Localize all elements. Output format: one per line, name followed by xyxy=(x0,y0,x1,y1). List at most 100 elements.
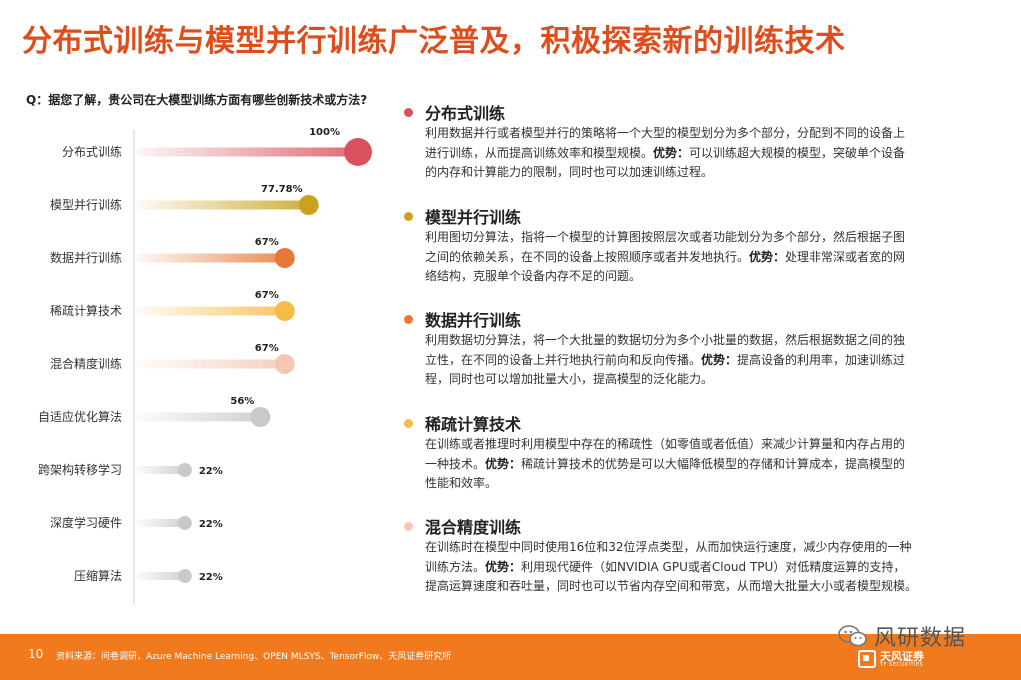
line-text: 可以训练超大规模的模型，突破单个设备 xyxy=(689,145,906,160)
section-line: 利用数据并行或者模型并行的策略将一个大型的模型划分为多个部分，分配到不同的设备上 xyxy=(425,124,970,144)
bar xyxy=(136,466,185,474)
line-text: 提高设备的利用率，加速训练过 xyxy=(737,352,906,367)
bar-end-dot xyxy=(250,407,271,427)
line-text: 络结构，克服单个设备内存不足的问题。 xyxy=(425,269,642,283)
bar xyxy=(136,200,309,210)
bullet-dot-icon xyxy=(404,211,413,221)
value-label: 22% xyxy=(199,466,223,477)
line-text: 稀疏计算技术的优势是可以大幅降低模型的存储和计算成本，提高模型的 xyxy=(521,456,906,471)
logo-mark-icon xyxy=(858,650,876,668)
bar-end-dot xyxy=(274,354,295,374)
technique-section: 混合精度训练在训练时在模型中同时使用16位和32位浮点类型，从而加快运行速度，减… xyxy=(402,514,1002,597)
bullet-dot-icon xyxy=(404,314,413,324)
bar-end-dot xyxy=(298,195,319,215)
survey-question: Q：据您了解，贵公司在大模型训练方面有哪些创新技术或方法? xyxy=(26,93,368,107)
section-body: 在训练或者推理时利用模型中存在的稀疏性（如零值或者低值）来减少计算量和内存占用的… xyxy=(425,435,970,494)
logo-text: 天风证券 xyxy=(880,649,924,663)
line-text: 训练方法。 xyxy=(425,559,486,574)
line-text: 处理非常深或者宽的网 xyxy=(785,249,906,264)
section-body: 利用数据切分算法，将一个大批量的数据切分为多个小批量的数据，然后根据数据之间的独… xyxy=(425,331,970,390)
value-label: 56% xyxy=(230,396,254,407)
value-label: 77.78% xyxy=(261,184,303,195)
bar xyxy=(136,519,185,527)
advantage-label: 优势： xyxy=(485,559,522,574)
bullet-dot-icon xyxy=(404,107,413,117)
bar-end-dot xyxy=(274,248,295,268)
advantage-label: 优势： xyxy=(485,456,522,471)
section-title: 稀疏计算技术 xyxy=(425,415,522,434)
category-label: 深度学习硬件 xyxy=(50,515,122,530)
technique-section: 数据并行训练 利用数据切分算法，将一个大批量的数据切分为多个小批量的数据，然后根据… xyxy=(402,307,1002,390)
section-line: 一种技术。优势：稀疏计算技术的优势是可以大幅降低模型的存储和计算成本，提高模型的 xyxy=(425,455,970,475)
section-line: 利用图切分算法，指将一个模型的计算图按照层次或者功能划分为多个部分，然后根据子图 xyxy=(425,228,970,248)
survey-bar-chart: 分布式训练 100% 模型并行训练 77.78% 数据并行训练 67% 稀疏计算技术 67% 混… xyxy=(38,127,372,605)
bar-end-dot xyxy=(344,138,372,166)
category-label: 数据并行训练 xyxy=(50,250,122,265)
value-label: 67% xyxy=(255,343,279,354)
line-text: 在训练或者推理时利用模型中存在的稀疏性（如零值或者低值）来减少计算量和内存占用的 xyxy=(425,437,906,451)
advantage-label: 优势： xyxy=(701,352,738,367)
line-text: 一种技术。 xyxy=(425,456,486,471)
bullet-dot-icon xyxy=(404,418,413,428)
wechat-icon xyxy=(838,625,867,647)
section-line: 进行训练，从而提高训练效率和模型规模。优势：可以训练超大规模的模型，突破单个设备 xyxy=(425,144,970,164)
bar xyxy=(136,359,285,369)
category-label: 压缩算法 xyxy=(74,568,122,583)
value-label: 22% xyxy=(199,572,223,583)
section-line: 提高运算速度和吞吐量，同时也可以节省内存空间和带宽，从而增大批量大小或者模型规模… xyxy=(425,577,970,597)
bar-end-dot xyxy=(177,463,192,477)
page-title: 分布式训练与模型并行训练广泛普及，积极探索新的训练技术 xyxy=(22,24,846,59)
bar-end-dot xyxy=(274,301,295,321)
watermark: 风研数据 xyxy=(838,620,966,652)
section-line: 利用数据切分算法，将一个大批量的数据切分为多个小批量的数据，然后根据数据之间的独 xyxy=(425,331,970,351)
bar xyxy=(136,253,285,263)
company-logo: 天风证券 TF SECURITIES xyxy=(858,650,924,668)
category-label: 跨架构转移学习 xyxy=(38,462,122,477)
bar xyxy=(136,412,261,422)
section-line: 立性，在不同的设备上并行地执行前向和反向传播。优势：提高设备的利用率，加速训练过 xyxy=(425,351,970,371)
bullet-dot-icon xyxy=(404,521,413,531)
line-text: 立性，在不同的设备上并行地执行前向和反向传播。 xyxy=(425,352,702,367)
section-line: 在训练或者推理时利用模型中存在的稀疏性（如零值或者低值）来减少计算量和内存占用的 xyxy=(425,435,970,455)
line-text: 程，同时也可以增加批量大小，提高模型的泛化能力。 xyxy=(425,372,714,386)
section-line: 程，同时也可以增加批量大小，提高模型的泛化能力。 xyxy=(425,370,970,390)
category-label: 自适应优化算法 xyxy=(38,409,122,424)
technique-section: 分布式训练 利用数据并行或者模型并行的策略将一个大型的模型划分为多个部分，分配到不… xyxy=(402,100,1002,183)
section-body: 在训练时在模型中同时使用16位和32位浮点类型，从而加快运行速度，减少内存使用的… xyxy=(425,538,970,597)
watermark-text: 风研数据 xyxy=(874,626,967,651)
line-text: 利用数据并行或者模型并行的策略将一个大型的模型划分为多个部分，分配到不同的设备上 xyxy=(425,126,906,140)
bar-end-dot xyxy=(177,569,192,583)
line-text: 利用数据切分算法，将一个大批量的数据切分为多个小批量的数据，然后根据数据之间的独 xyxy=(425,333,906,347)
section-line: 的内存和计算能力的限制，同时也可以加速训练过程。 xyxy=(425,163,970,183)
bar xyxy=(136,306,285,316)
bar xyxy=(136,147,358,157)
value-label: 67% xyxy=(255,290,279,301)
category-label: 稀疏计算技术 xyxy=(50,303,122,318)
value-label: 22% xyxy=(199,519,223,530)
section-title: 分布式训练 xyxy=(425,104,506,123)
section-body: 利用图切分算法，指将一个模型的计算图按照层次或者功能划分为多个部分，然后根据子图… xyxy=(425,228,970,287)
value-label: 100% xyxy=(309,127,340,138)
section-line: 络结构，克服单个设备内存不足的问题。 xyxy=(425,267,970,287)
value-label: 67% xyxy=(255,237,279,248)
page-number: 10 xyxy=(28,647,44,661)
line-text: 利用现代硬件（如NVIDIA GPU或者Cloud TPU）对低精度运算的支持， xyxy=(521,559,906,574)
section-body: 利用数据并行或者模型并行的策略将一个大型的模型划分为多个部分，分配到不同的设备上… xyxy=(425,124,970,183)
bar xyxy=(136,572,185,580)
bar-end-dot xyxy=(177,516,192,530)
source-note: 资料来源：问卷调研，Azure Machine Learning、OPEN ML… xyxy=(56,652,452,662)
line-text: 性能和效率。 xyxy=(425,476,498,490)
advantage-label: 优势： xyxy=(749,249,786,264)
category-label: 混合精度训练 xyxy=(50,356,122,371)
line-text: 进行训练，从而提高训练效率和模型规模。 xyxy=(425,145,654,160)
section-line: 性能和效率。 xyxy=(425,474,970,494)
line-text: 利用图切分算法，指将一个模型的计算图按照层次或者功能划分为多个部分，然后根据子图 xyxy=(425,230,906,244)
section-title: 混合精度训练 xyxy=(425,518,522,537)
category-label: 模型并行训练 xyxy=(50,197,122,212)
logo-subtext: TF SECURITIES xyxy=(880,661,924,668)
section-line: 之间的依赖关系，在不同的设备上按照顺序或者并发地执行。优势：处理非常深或者宽的网 xyxy=(425,248,970,268)
line-text: 提高运算速度和吞吐量，同时也可以节省内存空间和带宽，从而增大批量大小或者模型规模… xyxy=(425,579,918,593)
line-text: 在训练时在模型中同时使用16位和32位浮点类型，从而加快运行速度，减少内存使用的… xyxy=(425,540,912,554)
technique-section: 模型并行训练 利用图切分算法，指将一个模型的计算图按照层次或者功能划分为多个部分，… xyxy=(402,204,1002,287)
line-text: 之间的依赖关系，在不同的设备上按照顺序或者并发地执行。 xyxy=(425,249,750,264)
